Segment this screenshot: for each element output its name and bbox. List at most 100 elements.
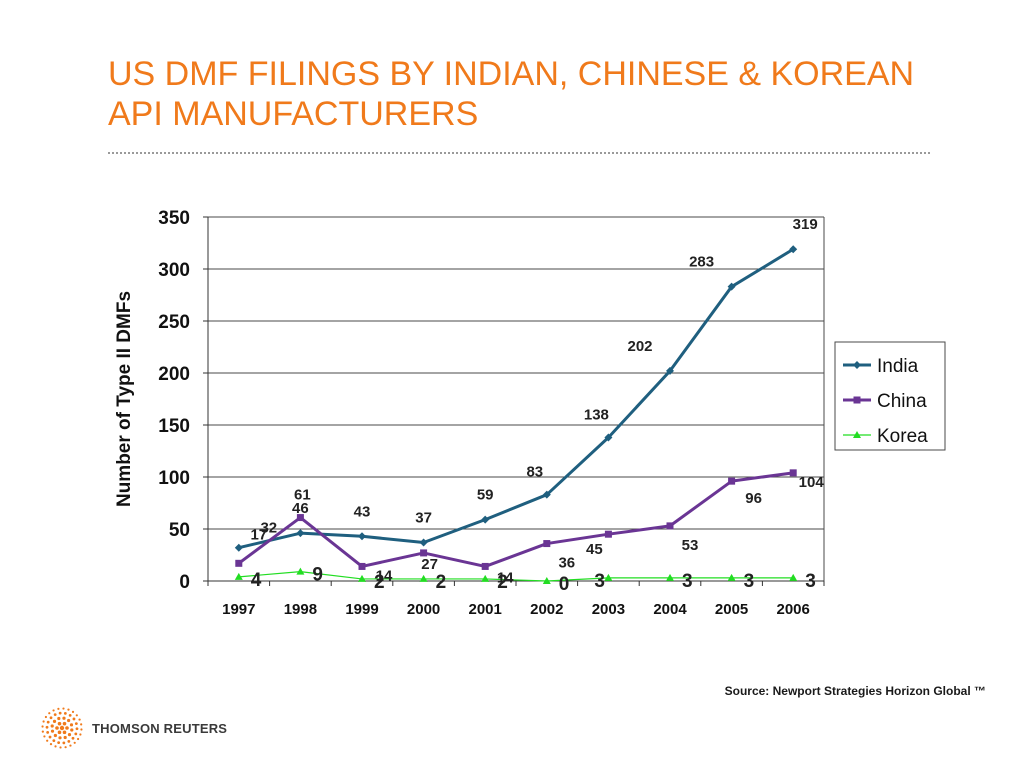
brand-logo: THOMSON REUTERS	[40, 706, 227, 750]
data-point-india	[296, 529, 305, 538]
data-label-india: 319	[793, 216, 818, 233]
x-tick-label: 1998	[284, 601, 317, 618]
data-point-india	[234, 543, 243, 552]
data-label-china: 14	[497, 569, 514, 586]
brand-dot	[42, 720, 45, 723]
x-tick-label: 2006	[777, 601, 810, 618]
brand-name: THOMSON REUTERS	[92, 720, 228, 736]
brand-dot	[43, 735, 46, 738]
data-point-china	[296, 514, 304, 522]
brand-dot	[65, 726, 69, 730]
brand-dot	[62, 707, 65, 710]
data-point-korea	[481, 574, 490, 582]
brand-dot	[46, 739, 49, 742]
data-label-india: 83	[526, 464, 543, 481]
legend-marker-china	[853, 396, 861, 404]
data-label-china: 104	[799, 474, 825, 491]
brand-dot	[75, 727, 79, 731]
data-label-korea: 3	[594, 571, 605, 592]
title-divider	[108, 152, 930, 154]
slide-title-line-2: API MANUFACTURERS	[108, 95, 479, 133]
x-tick-label: 2000	[407, 601, 440, 618]
data-label-china: 36	[558, 555, 575, 572]
brand-dot	[52, 719, 57, 723]
brand-dot	[52, 739, 56, 742]
brand-dot	[64, 746, 67, 749]
data-point-india	[727, 282, 736, 291]
data-label-china: 27	[421, 556, 438, 573]
brand-dot	[44, 715, 48, 719]
brand-dot	[46, 720, 50, 724]
data-label-india: 59	[477, 487, 494, 504]
brand-dot	[48, 735, 52, 739]
data-label-india: 32	[260, 520, 277, 537]
data-label-china: 53	[682, 537, 699, 554]
brand-dot	[46, 731, 50, 734]
data-point-china	[481, 562, 489, 570]
data-point-india	[789, 245, 798, 254]
data-point-korea	[542, 577, 551, 584]
brand-dot	[59, 725, 65, 731]
brand-dot	[48, 712, 51, 715]
data-point-china	[604, 530, 612, 538]
brand-dot	[74, 722, 78, 725]
brand-dot	[58, 736, 62, 740]
brand-dot	[59, 746, 62, 749]
series-line-korea	[238, 571, 794, 582]
data-label-korea: 2	[497, 572, 508, 593]
brand-dot	[50, 724, 54, 728]
source-note: Source: Newport Strategies Horizon Globa…	[724, 684, 986, 698]
data-label-india: 138	[584, 406, 609, 423]
data-point-india	[419, 538, 428, 547]
brand-dot	[74, 732, 78, 736]
data-label-korea: 3	[805, 571, 816, 592]
brand-dot	[69, 723, 74, 727]
brand-dot	[80, 723, 83, 726]
data-label-china: 17	[250, 526, 267, 543]
brand-dot	[58, 711, 62, 715]
data-label-india: 37	[415, 510, 432, 527]
brand-dot	[55, 726, 59, 730]
brand-dot	[69, 744, 72, 747]
series-line-china	[237, 471, 794, 568]
y-tick-label: 0	[179, 572, 190, 593]
data-point-india	[666, 366, 674, 375]
x-tick-label: 1997	[222, 601, 255, 618]
data-point-korea	[666, 573, 674, 581]
data-point-korea	[234, 572, 243, 580]
brand-dot	[67, 718, 71, 723]
brand-dot	[62, 721, 67, 726]
brand-dot	[67, 733, 72, 737]
data-point-korea	[727, 573, 736, 581]
brand-dot	[73, 741, 76, 744]
data-point-korea	[604, 573, 613, 581]
thomson-reuters-dot-icon	[41, 707, 83, 749]
brand-dot	[71, 736, 75, 740]
data-label-korea: 9	[312, 565, 323, 586]
brand-dot	[54, 745, 57, 748]
data-label-korea: 2	[436, 572, 447, 593]
x-tick-label: 2003	[592, 601, 625, 618]
x-tick-label: 2001	[469, 601, 502, 618]
data-label-india: 202	[627, 338, 652, 355]
y-tick-label: 300	[158, 260, 190, 281]
y-tick-label: 150	[158, 416, 190, 437]
x-tick-label: 1999	[345, 601, 378, 618]
data-label-india: 283	[689, 254, 714, 271]
brand-dot	[57, 707, 60, 710]
brand-dot	[41, 725, 44, 728]
brand-dot	[57, 716, 61, 721]
data-point-china	[666, 522, 674, 530]
brand-dot	[78, 718, 81, 721]
slide-title-line-1: US DMF FILINGS BY INDIAN, CHINESE & KORE…	[108, 55, 915, 93]
data-label-china: 45	[586, 541, 603, 558]
data-point-korea	[296, 567, 305, 575]
brand-dot	[52, 709, 55, 712]
y-axis-label: Number of Type II DMFs	[114, 291, 135, 507]
data-point-india	[358, 532, 366, 541]
y-tick-label: 100	[158, 468, 190, 489]
data-point-china	[235, 559, 243, 567]
brand-dot	[50, 729, 55, 733]
x-tick-label: 2002	[530, 601, 563, 618]
